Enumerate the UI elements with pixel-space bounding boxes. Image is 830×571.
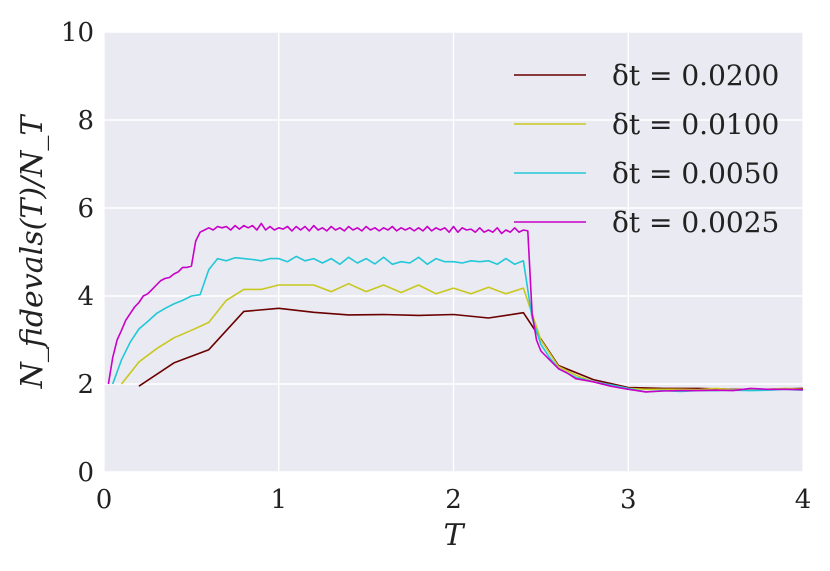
series-line-3 (111, 255, 804, 393)
y-axis-label: N_fidevals(T)/N_T (15, 114, 50, 390)
legend-label: δt = 0.0050 (612, 157, 779, 190)
y-tick-label: 4 (77, 282, 94, 312)
y-tick-label: 0 (77, 458, 94, 488)
legend: δt = 0.0200 δt = 0.0100 δt = 0.0050 δt = 0.… (514, 59, 779, 239)
y-tick-label: 10 (61, 18, 94, 48)
x-axis: 0 1 2 3 4 (96, 485, 812, 515)
grid (103, 31, 804, 473)
series-line-2 (120, 282, 804, 391)
x-tick-label: 4 (795, 485, 812, 515)
series-line-4 (107, 222, 804, 393)
y-tick-label: 6 (77, 194, 94, 224)
x-tick-label: 2 (445, 485, 462, 515)
legend-label: δt = 0.0100 (612, 108, 779, 141)
x-axis-label: T (443, 518, 465, 553)
x-tick-label: 1 (270, 485, 287, 515)
legend-label: δt = 0.0200 (612, 59, 779, 92)
x-tick-label: 3 (620, 485, 637, 515)
legend-label: δt = 0.0025 (612, 206, 779, 239)
y-tick-label: 8 (77, 106, 94, 136)
series-line-1 (138, 307, 804, 391)
y-axis: 0 2 4 6 8 10 (61, 18, 94, 488)
series-layer (107, 222, 804, 393)
x-tick-label: 0 (96, 485, 113, 515)
y-tick-label: 2 (77, 370, 94, 400)
